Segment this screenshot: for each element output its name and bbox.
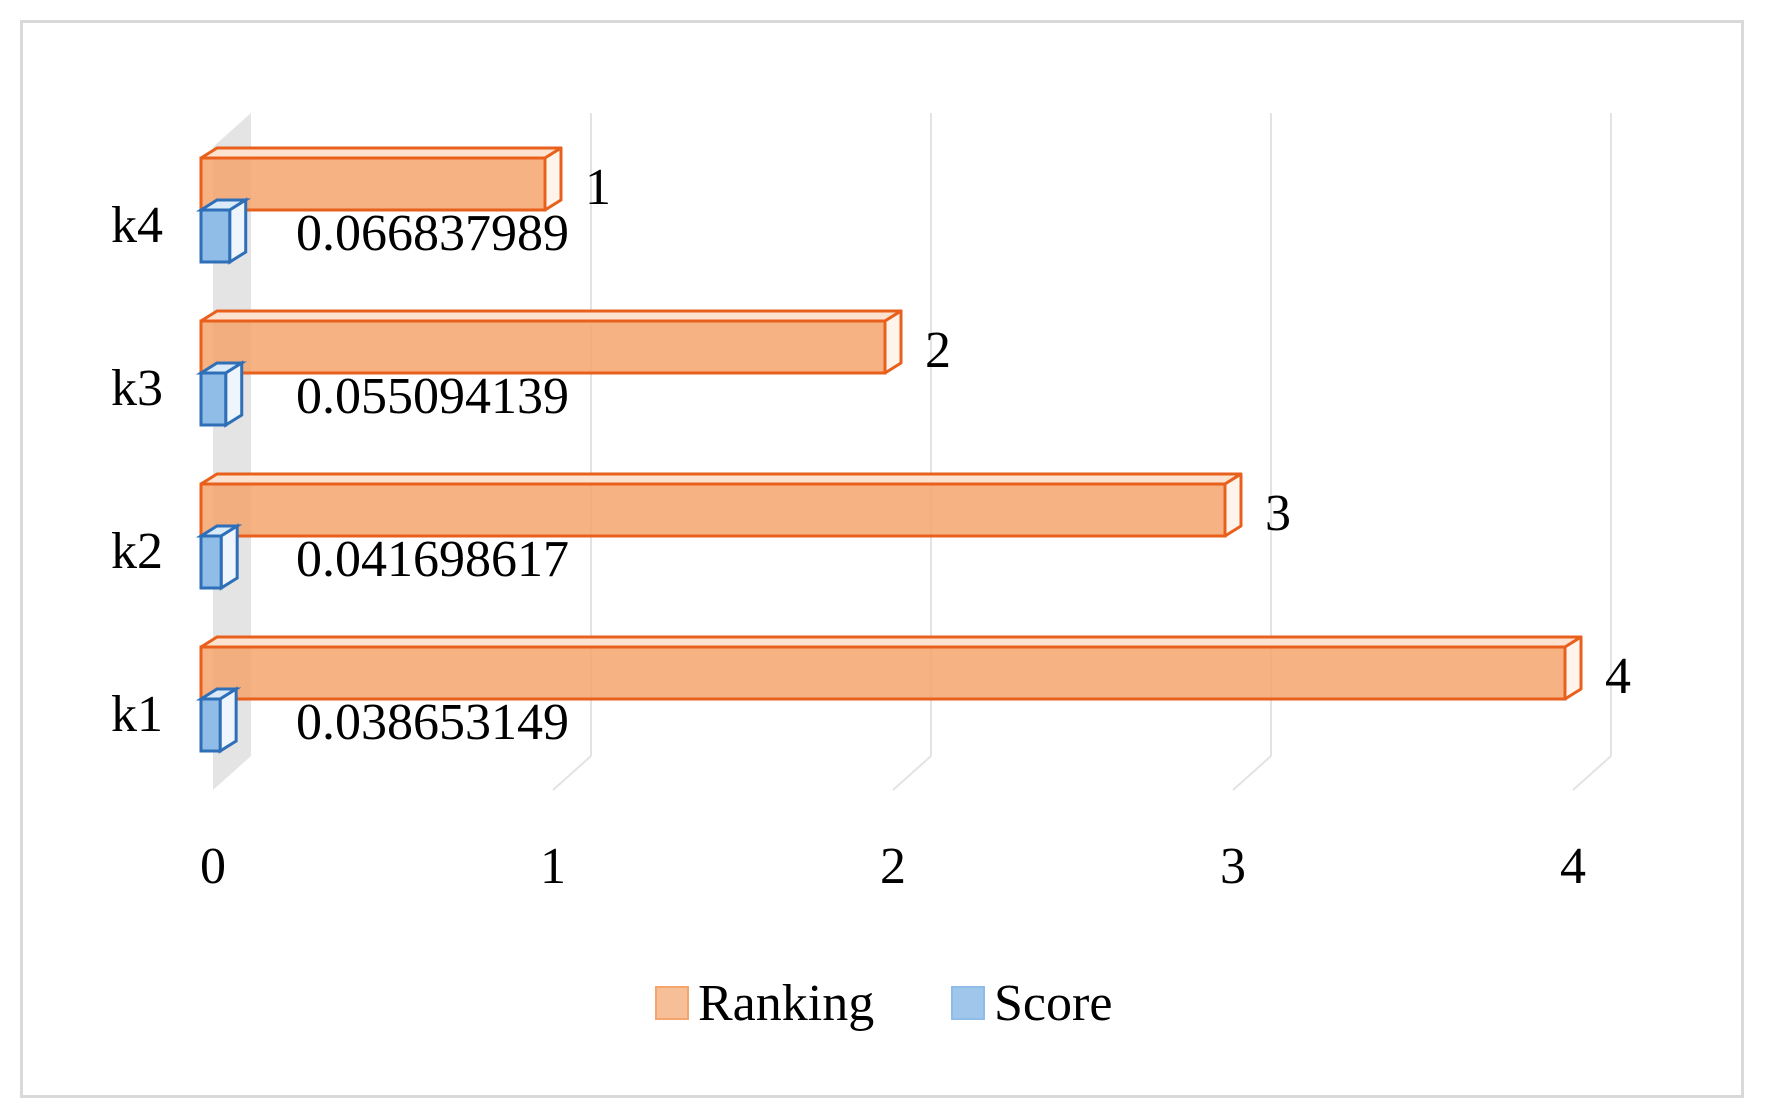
x-tick-labels: 0 1 2 3 4 [200,838,1586,895]
score-bar [195,197,251,265]
gridline-floor [892,755,932,791]
category-label: k3 [111,360,163,417]
ranking-bar [199,635,1583,701]
score-value-label: 0.041698617 [296,531,569,588]
x-tick-label: 1 [540,838,566,895]
ranking-value-label: 4 [1605,648,1631,705]
ranking-bar-front [199,156,547,212]
x-tick-label: 2 [880,838,906,895]
axis-floor [213,113,251,790]
legend: Ranking Score [655,975,1112,1032]
ranking-bar [199,309,903,375]
legend-swatch [655,986,689,1020]
category-label: k2 [111,523,163,580]
score-bar [195,686,242,754]
score-bar-side [228,197,248,265]
ranking-value-label: 1 [585,159,611,216]
ranking-bar [199,146,563,212]
score-value-label: 0.066837989 [296,205,569,262]
side-wall [213,113,251,790]
x-tick-label: 3 [1220,838,1246,895]
ranking-bar-front [199,482,1227,538]
score-bar-front [199,697,222,753]
score-bar-side [218,686,238,754]
ranking-bar-front [199,319,887,375]
data-labels: 4 0.038653149 3 0.041698617 2 0.055094139 1 0.0… [296,159,1631,751]
score-bar-front [199,208,232,264]
score-value-label: 0.038653149 [296,694,569,751]
ranking-value-label: 2 [925,322,951,379]
gridline-floor [1232,755,1272,791]
ranking-bar-side [1563,635,1583,701]
ranking-bar-front [199,645,1567,701]
ranking-value-label: 3 [1265,485,1291,542]
score-value-label: 0.055094139 [296,368,569,425]
gridline-floor [1572,755,1612,791]
legend-item: Ranking [655,975,874,1032]
category-label: k4 [111,197,163,254]
x-tick-label: 4 [1560,838,1586,895]
ranking-bar-side [543,146,563,212]
legend-swatch [951,986,985,1020]
ranking-bar-side [883,309,903,375]
legend-item: Score [951,975,1112,1032]
category-label: k1 [111,686,163,743]
bars [195,146,1583,754]
legend-label: Ranking [698,975,874,1032]
gridline-floor [552,755,592,791]
ranking-bar [199,472,1243,538]
legend-label: Score [994,975,1112,1032]
score-bar-side [219,523,239,591]
score-bar-side [224,360,244,428]
score-bar [195,360,247,428]
ranking-bar-side [1223,472,1243,538]
score-bar-front [199,534,223,590]
score-bar [195,523,243,591]
score-bar-front [199,371,228,427]
x-tick-label: 0 [200,838,226,895]
category-labels: k1 k2 k3 k4 [111,197,163,743]
